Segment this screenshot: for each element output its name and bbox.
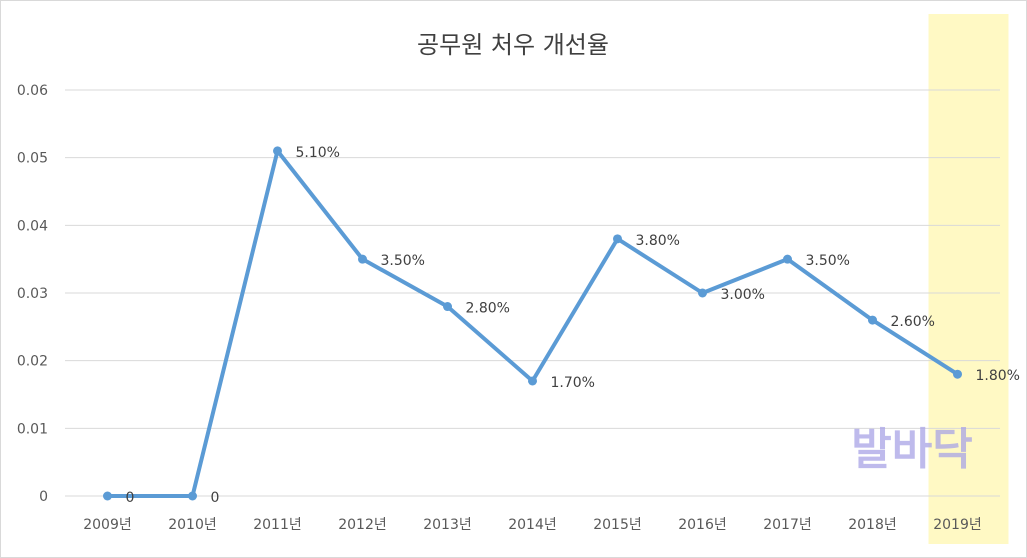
- data-point: [443, 302, 452, 312]
- data-point: [273, 146, 282, 156]
- x-tick-label: 2017년: [763, 517, 812, 533]
- data-label: 0: [126, 490, 135, 506]
- data-point: [698, 288, 707, 298]
- y-tick-label: 0.01: [17, 421, 48, 437]
- y-tick-label: 0.04: [17, 218, 48, 234]
- grid-layer: [65, 89, 1000, 497]
- x-tick-label: 2015년: [593, 517, 642, 533]
- y-tick-label: 0: [39, 489, 48, 505]
- x-tick-label: 2019년: [933, 517, 982, 533]
- x-tick-label: 2013년: [423, 517, 472, 533]
- data-point: [953, 369, 962, 379]
- x-tick-label: 2012년: [338, 517, 387, 533]
- data-label: 2.60%: [891, 314, 935, 330]
- data-point: [188, 491, 197, 501]
- x-tick-label: 2014년: [508, 517, 557, 533]
- x-tick-label: 2009년: [83, 517, 132, 533]
- data-label: 5.10%: [296, 145, 340, 161]
- data-label: 2.80%: [466, 301, 510, 317]
- y-tick-label: 0.02: [17, 354, 48, 370]
- y-tick-label: 0.06: [17, 83, 48, 99]
- data-label: 0: [211, 490, 220, 506]
- x-tick-label: 2016년: [678, 517, 727, 533]
- data-label: 1.70%: [551, 375, 595, 391]
- data-point: [103, 491, 112, 501]
- data-label-layer: 0 0 5.10% 3.50% 2.80% 1.70% 3.80% 3.00% 3.50% 2.6…: [126, 145, 1020, 506]
- data-label: 3.00%: [721, 287, 765, 303]
- data-point: [783, 254, 792, 264]
- y-tick-label: 0.05: [17, 151, 48, 167]
- highlight-band: [928, 14, 1009, 544]
- axis-layer: 0 0.01 0.02 0.03 0.04 0.05 0.06 2009년 2010년 2011년…: [17, 83, 982, 533]
- data-point: [613, 234, 622, 244]
- data-label: 3.50%: [381, 253, 425, 269]
- chart-title: 공무원 처우 개선율: [417, 31, 609, 59]
- data-point: [868, 315, 877, 325]
- data-point: [358, 254, 367, 264]
- x-tick-label: 2018년: [848, 517, 897, 533]
- data-label: 3.50%: [806, 253, 850, 269]
- watermark: 발바닥: [851, 424, 972, 475]
- series-layer: [103, 146, 962, 501]
- x-tick-label: 2011년: [253, 517, 302, 533]
- y-tick-label: 0.03: [17, 286, 48, 302]
- data-label: 1.80%: [976, 368, 1020, 384]
- x-tick-label: 2010년: [168, 517, 217, 533]
- data-label: 3.80%: [636, 233, 680, 249]
- data-point: [528, 376, 537, 386]
